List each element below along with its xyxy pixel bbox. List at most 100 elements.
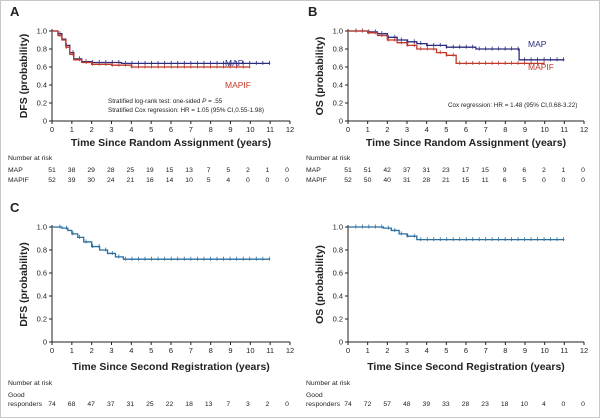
y-tick-label: 0.8: [37, 246, 47, 255]
risk-cell: 15: [166, 167, 174, 174]
y-tick-label: 1.0: [333, 223, 343, 232]
stat-annotation: Stratified log-rank test: one-sided P = …: [108, 98, 223, 105]
y-tick-label: 0.6: [333, 63, 343, 72]
risk-cell: 23: [442, 167, 450, 174]
risk-cell: 17: [462, 167, 470, 174]
risk-cell: 37: [107, 401, 115, 408]
x-tick-label: 1: [70, 346, 74, 355]
km-curve-map: [52, 30, 271, 65]
risk-cell: 25: [127, 167, 135, 174]
risk-cell: 28: [423, 177, 431, 184]
y-tick-label: 0.2: [37, 315, 47, 324]
risk-cell: 72: [364, 401, 372, 408]
risk-cell: 18: [185, 401, 193, 408]
x-tick-label: 0: [50, 125, 54, 134]
risk-cell: 10: [185, 177, 193, 184]
risk-cell: 4: [542, 401, 546, 408]
x-tick-label: 7: [484, 346, 488, 355]
x-tick-label: 8: [503, 125, 507, 134]
x-tick-label: 0: [50, 346, 54, 355]
x-tick-label: 6: [169, 125, 173, 134]
x-tick-label: 4: [129, 346, 133, 355]
risk-cell: 31: [127, 401, 135, 408]
legend-label-mapif: MAPIF: [528, 62, 554, 72]
legend-label-map: MAP: [225, 58, 244, 68]
risk-cell: 50: [364, 177, 372, 184]
x-tick-label: 1: [366, 346, 370, 355]
risk-cell: 3: [246, 401, 250, 408]
risk-cell: 39: [68, 177, 76, 184]
risk-cell: 6: [522, 167, 526, 174]
y-tick-label: 0.6: [333, 269, 343, 278]
x-tick-label: 3: [405, 346, 409, 355]
x-tick-label: 9: [228, 346, 232, 355]
risk-cell: 0: [285, 177, 289, 184]
y-tick-label: 0: [339, 338, 343, 347]
x-tick-label: 6: [464, 125, 468, 134]
x-tick-label: 8: [209, 125, 213, 134]
risk-table-header: Number at risk: [8, 155, 53, 162]
x-tick-label: 6: [464, 346, 468, 355]
risk-cell: 5: [207, 177, 211, 184]
x-tick-label: 12: [580, 346, 588, 355]
risk-cell: 16: [146, 177, 154, 184]
risk-cell: 24: [107, 177, 115, 184]
risk-cell: 51: [48, 167, 56, 174]
risk-cell: 28: [107, 167, 115, 174]
risk-cell: 13: [205, 401, 213, 408]
stat-annotation: Stratified Cox regression: HR = 1.05 (95…: [108, 107, 264, 114]
x-tick-label: 3: [109, 125, 113, 134]
risk-cell: 11: [482, 177, 489, 184]
risk-cell: 29: [87, 167, 95, 174]
km-curve-mapif: [348, 30, 545, 65]
risk-table-header: Number at risk: [8, 380, 53, 387]
risk-cell: 0: [246, 177, 250, 184]
x-tick-label: 7: [189, 125, 193, 134]
risk-cell: 14: [166, 177, 174, 184]
y-tick-label: 0.8: [333, 246, 343, 255]
risk-row-label: MAP: [306, 167, 321, 174]
x-tick-label: 3: [405, 125, 409, 134]
risk-cell: 2: [542, 167, 546, 174]
x-tick-label: 4: [425, 125, 429, 134]
risk-row-label: MAPIF: [8, 177, 29, 184]
y-tick-label: 0.4: [333, 81, 343, 90]
x-axis-label: Time Since Random Assignment (years): [71, 137, 271, 149]
x-tick-label: 5: [149, 125, 153, 134]
x-tick-label: 9: [523, 125, 527, 134]
legend-label-mapif: MAPIF: [225, 80, 251, 90]
legend-label-map: MAP: [528, 39, 547, 49]
risk-cell: 0: [581, 167, 585, 174]
risk-cell: 21: [442, 177, 450, 184]
x-tick-label: 10: [540, 346, 548, 355]
risk-cell: 31: [403, 177, 411, 184]
y-tick-label: 0.4: [333, 292, 343, 301]
y-tick-label: 1.0: [333, 27, 343, 36]
x-tick-label: 1: [366, 125, 370, 134]
x-tick-label: 4: [425, 346, 429, 355]
risk-cell: 0: [285, 167, 289, 174]
risk-cell: 15: [481, 167, 489, 174]
risk-cell: 22: [166, 401, 174, 408]
risk-row-label: Good: [306, 392, 323, 399]
y-tick-label: 0.4: [37, 292, 47, 301]
x-tick-label: 9: [228, 125, 232, 134]
stat-annotation: Cox regression: HR = 1.48 (95% CI,0.68-3…: [448, 102, 577, 109]
x-tick-label: 6: [169, 346, 173, 355]
risk-cell: 42: [383, 167, 391, 174]
risk-cell: 0: [581, 177, 585, 184]
risk-cell: 52: [344, 177, 352, 184]
x-tick-label: 1: [70, 125, 74, 134]
risk-row-label: MAP: [8, 167, 23, 174]
x-tick-label: 4: [129, 125, 133, 134]
risk-cell: 2: [266, 401, 270, 408]
risk-cell: 2: [246, 167, 250, 174]
risk-cell: 19: [146, 167, 154, 174]
x-tick-label: 5: [149, 346, 153, 355]
y-axis-label: DFS (probability): [18, 34, 30, 119]
y-tick-label: 0.2: [333, 99, 343, 108]
y-axis-label: DFS (probability): [18, 242, 30, 327]
risk-cell: 0: [285, 401, 289, 408]
